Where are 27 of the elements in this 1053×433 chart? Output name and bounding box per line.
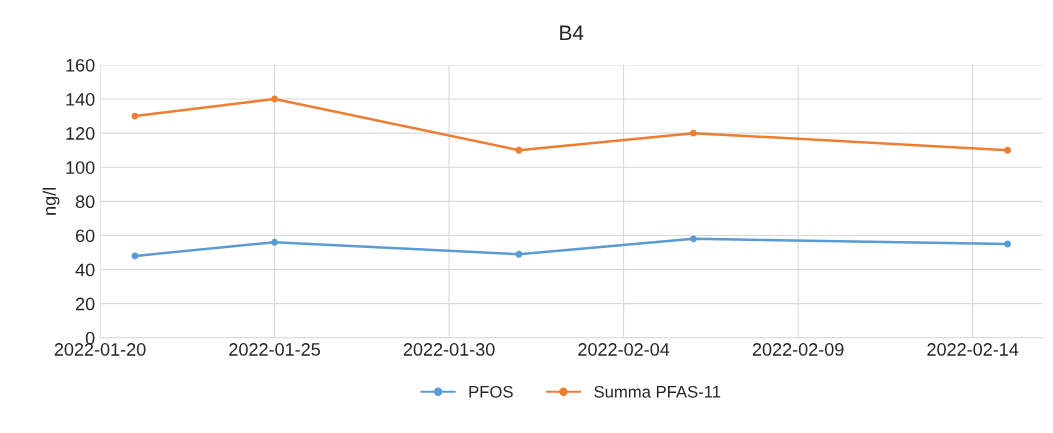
- point: [1004, 146, 1012, 154]
- x-tick-label: 2022-02-04: [578, 343, 670, 356]
- point: [689, 235, 697, 243]
- legend-label: Summa PFAS-11: [594, 385, 721, 398]
- y-tick-label: 140: [66, 92, 95, 106]
- y-tick-label: 0: [85, 331, 95, 345]
- y-tick-label: 40: [75, 263, 95, 277]
- y-tick-label: 160: [66, 58, 95, 72]
- y-tick-label: 20: [76, 297, 95, 311]
- point: [1004, 240, 1012, 248]
- x-tick-label: 2022-02-14: [927, 343, 1019, 356]
- y-tick-label: 80: [75, 195, 95, 209]
- point: [515, 146, 523, 154]
- point: [271, 95, 279, 103]
- legend-label: PFOS: [469, 385, 513, 398]
- point: [515, 250, 523, 258]
- y-tick-label: 120: [66, 127, 95, 140]
- x-tick-label: 2022-02-09: [752, 343, 844, 356]
- y-axis-title: ng/l: [42, 188, 60, 215]
- y-tick-label: 100: [66, 161, 95, 174]
- point: [689, 129, 697, 137]
- point: [271, 238, 279, 246]
- x-tick-label: 2022-01-30: [403, 343, 495, 356]
- x-tick-label: 2022-01-25: [229, 343, 320, 356]
- y-tick-label: 60: [76, 229, 95, 243]
- x-tick-label: 2022-01-20: [54, 343, 146, 356]
- chart-title: B4: [560, 25, 584, 40]
